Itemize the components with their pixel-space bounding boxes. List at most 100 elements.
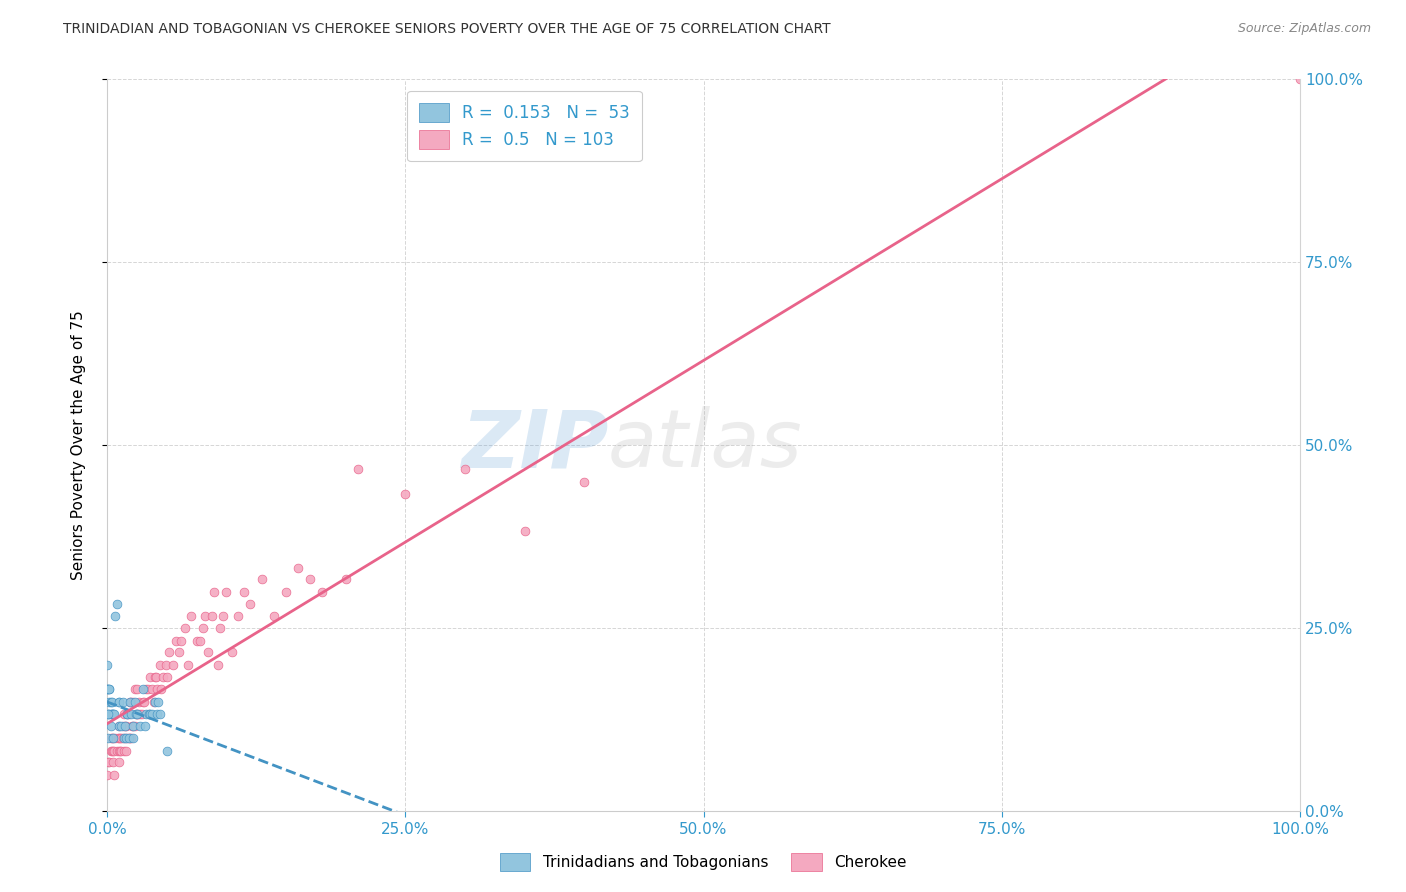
Point [125,706,148,721]
Point [101,744,124,758]
Point [117,731,139,746]
Point [97,706,120,721]
Text: atlas: atlas [609,406,803,484]
Point [129,706,152,721]
Point [122,719,145,733]
Point [157,646,180,660]
Point [100,719,122,733]
Point [124,719,146,733]
Point [121,719,143,733]
Point [188,633,211,648]
Point [146,682,169,697]
Point [139,670,162,684]
Point [117,731,139,746]
Point [101,706,124,721]
Point [101,744,124,758]
Point [101,731,124,746]
Point [101,731,124,746]
Point [274,584,297,599]
Text: ZIP: ZIP [461,406,609,484]
Point [125,706,148,721]
Point [141,706,163,721]
Point [108,695,131,709]
Point [226,608,249,623]
Point [146,706,169,721]
Point [138,706,160,721]
Point [125,706,148,721]
Point [170,633,193,648]
Point [167,646,190,660]
Point [287,560,309,574]
Point [141,682,163,697]
Point [98,682,121,697]
Point [148,695,170,709]
Point [118,695,141,709]
Point [114,719,136,733]
Point [221,646,243,660]
Point [186,633,208,648]
Point [111,695,134,709]
Point [117,706,139,721]
Point [110,744,132,758]
Point [346,462,368,476]
Point [98,756,121,770]
Point [131,706,153,721]
Point [139,706,162,721]
Point [125,682,148,697]
Point [122,731,145,746]
Point [454,462,477,476]
Point [114,731,136,746]
Point [108,744,131,758]
Point [156,670,179,684]
Point [142,695,165,709]
Point [180,608,202,623]
Point [112,731,135,746]
Point [134,719,156,733]
Point [108,719,131,733]
Point [98,695,121,709]
Point [125,706,148,721]
Point [263,608,285,623]
Point [152,670,174,684]
Point [103,768,125,782]
Point [97,756,120,770]
Point [143,695,166,709]
Y-axis label: Seniors Poverty Over the Age of 75: Seniors Poverty Over the Age of 75 [72,310,86,580]
Point [1289,72,1312,87]
Point [513,524,536,538]
Point [112,744,135,758]
Point [114,719,136,733]
Point [215,584,238,599]
Point [115,744,138,758]
Point [207,657,229,672]
Point [103,744,125,758]
Point [101,706,124,721]
Point [96,682,118,697]
Point [118,695,141,709]
Point [98,682,121,697]
Point [96,657,118,672]
Point [394,487,416,501]
Point [120,706,142,721]
Point [162,657,184,672]
Point [115,719,138,733]
Point [108,756,131,770]
Point [112,706,135,721]
Text: Source: ZipAtlas.com: Source: ZipAtlas.com [1237,22,1371,36]
Point [129,719,152,733]
Point [148,706,170,721]
Point [110,731,132,746]
Point [108,719,131,733]
Point [148,657,170,672]
Point [143,670,166,684]
Point [120,731,142,746]
Point [101,695,124,709]
Point [111,731,134,746]
Point [335,572,357,586]
Point [132,695,155,709]
Point [209,621,232,635]
Point [135,706,157,721]
Point [117,706,139,721]
Point [117,731,139,746]
Point [97,706,120,721]
